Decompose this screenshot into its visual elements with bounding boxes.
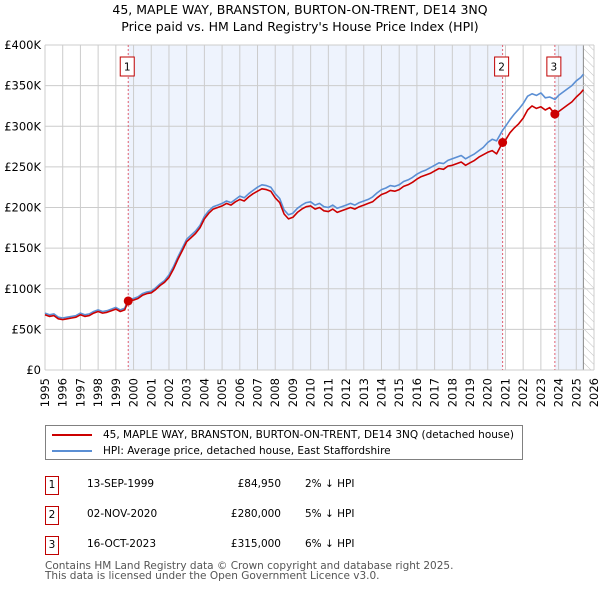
x-tick-label: 2009 [286,378,300,407]
chart-legend: 45, MAPLE WAY, BRANSTON, BURTON-ON-TRENT… [45,425,523,460]
sale-label-text: 3 [551,62,558,74]
x-tick-label: 1995 [38,378,52,407]
sale-label-box [119,56,135,77]
x-tick-label: 1998 [91,378,105,407]
sale-point-marker [550,109,560,119]
y-tick-label: £0 [26,363,41,377]
x-tick-label: 2016 [410,378,424,407]
chart-title-line1: 45, MAPLE WAY, BRANSTON, BURTON-ON-TRENT… [112,2,488,17]
sale-date: 16-OCT-2023 [87,538,156,550]
x-tick-label: 2013 [357,378,371,407]
y-tick-label: £150K [4,241,41,255]
sale-row: 2 02-NOV-2020 £280,000 5% ↓ HPI [45,506,445,528]
y-tick-label: £50K [12,322,42,336]
x-tick-label: 2021 [498,378,512,407]
price-chart: 1 2 3 £0 £50K £100K £150K £200K £250K £300K £350K… [4,38,600,407]
legend-label-price-paid: 45, MAPLE WAY, BRANSTON, BURTON-ON-TRENT… [103,429,514,441]
sale-point-marker [498,138,508,147]
sale-label-text: 1 [124,62,131,74]
y-tick-label: £100K [4,282,41,296]
x-tick-label: 2014 [374,378,388,407]
sale-hpi-diff: 5% ↓ HPI [305,508,355,520]
x-tick-label: 2011 [321,378,335,407]
sale-label-box [494,56,510,77]
x-tick-label: 2018 [445,378,459,407]
x-tick-label: 2025 [569,378,583,407]
x-tick-label: 2019 [463,378,477,407]
x-tick-label: 2017 [428,378,442,407]
y-tick-label: £200K [4,201,41,215]
sale-markers: 1 2 3 [119,56,562,306]
series-lines [44,73,585,321]
sale-number-badge: 1 [45,476,59,495]
sale-row: 1 13-SEP-1999 £84,950 2% ↓ HPI [45,476,445,498]
x-tick-label: 2022 [516,378,530,407]
sale-label-text: 2 [498,62,505,74]
x-tick-label: 2004 [197,378,211,407]
price-paid-series-line [44,89,585,321]
sale-label-box [546,56,562,77]
x-tick-label: 2008 [268,378,282,407]
legend-label-hpi: HPI: Average price, detached house, East… [103,445,391,457]
sale-number-badge: 2 [45,506,59,525]
y-tick-label: £300K [4,119,41,133]
x-tick-label: 2012 [339,378,353,407]
sale-price: £84,950 [237,478,281,490]
legend-item-hpi: HPI: Average price, detached house, East… [46,443,522,459]
x-tick-label: 2003 [180,378,194,407]
footer-copyright: Contains HM Land Registry data © Crown c… [45,560,454,572]
x-tick-label: 2002 [162,378,176,407]
sale-price: £315,000 [230,538,281,550]
legend-line-hpi [52,450,92,452]
y-tick-label: £400K [4,38,41,52]
sale-hpi-diff: 2% ↓ HPI [305,478,355,490]
x-tick-label: 2023 [534,378,548,407]
footer-licence: This data is licensed under the Open Gov… [45,570,380,582]
x-tick-label: 1996 [56,378,70,407]
legend-item-price-paid: 45, MAPLE WAY, BRANSTON, BURTON-ON-TRENT… [46,427,522,443]
x-tick-label: 1997 [73,378,87,407]
sale-hpi-diff: 6% ↓ HPI [305,538,355,550]
x-tick-label: 2015 [392,378,406,407]
sale-row: 3 16-OCT-2023 £315,000 6% ↓ HPI [45,536,445,558]
x-tick-label: 2007 [251,378,265,407]
sale-date: 02-NOV-2020 [87,508,158,520]
sale-price: £280,000 [230,508,281,520]
x-tick-label: 2000 [127,378,141,407]
x-tick-label: 2020 [481,378,495,407]
x-axis-ticks: 1995 1996 1997 1998 1999 2000 2001 2002 2003 2004… [38,378,600,407]
x-tick-label: 1999 [109,378,123,407]
sale-point-marker [123,296,133,306]
x-tick-label: 2001 [144,378,158,407]
footer-attribution: Contains HM Land Registry data © Crown c… [45,560,454,582]
x-tick-label: 2006 [233,378,247,407]
y-tick-label: £350K [4,79,41,93]
x-tick-label: 2005 [215,378,229,407]
hpi-series-line [44,73,585,319]
sale-number-badge: 3 [45,536,59,555]
x-tick-label: 2026 [587,378,600,407]
y-tick-label: £250K [4,160,41,174]
x-tick-label: 2024 [552,378,566,407]
legend-line-price-paid [52,434,92,436]
x-tick-label: 2010 [304,378,318,407]
chart-title-line2: Price paid vs. HM Land Registry's House … [121,19,479,34]
sale-date: 13-SEP-1999 [87,478,155,490]
y-axis-ticks: £0 £50K £100K £150K £200K £250K £300K £350K £400… [4,38,41,377]
